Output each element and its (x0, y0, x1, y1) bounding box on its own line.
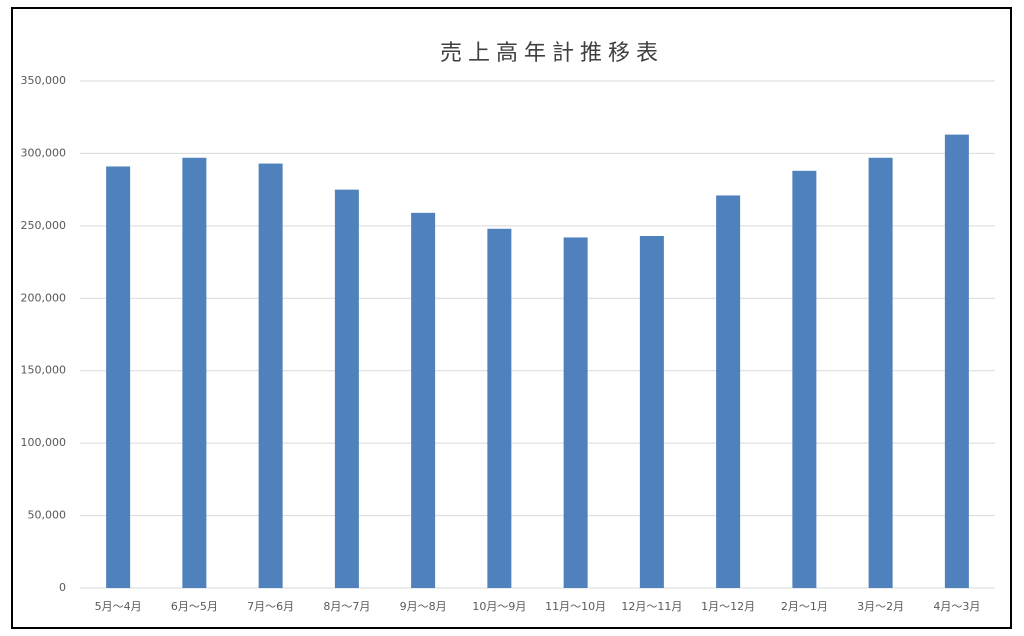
bar (487, 228, 512, 589)
x-tick-label: 2月～1月 (781, 600, 828, 613)
y-tick-label: 200,000 (21, 291, 67, 304)
y-tick-label: 50,000 (28, 509, 67, 522)
bar (944, 134, 969, 588)
x-tick-label: 7月～6月 (247, 600, 294, 613)
bar (639, 235, 664, 589)
x-tick-label: 11月～10月 (545, 600, 606, 613)
bar (106, 166, 131, 589)
bar (716, 195, 741, 589)
x-tick-label: 4月～3月 (933, 600, 980, 613)
bar (563, 237, 588, 588)
bar (258, 163, 283, 588)
bar (334, 189, 359, 588)
bar (411, 212, 436, 588)
x-tick-label: 9月～8月 (400, 600, 447, 613)
chart-title: 売上高年計推移表 (440, 41, 664, 66)
y-tick-label: 250,000 (21, 219, 67, 232)
bar (182, 157, 207, 588)
x-tick-label: 6月～5月 (171, 600, 218, 613)
y-tick-label: 150,000 (21, 364, 67, 377)
bar (868, 157, 893, 588)
x-tick-label: 5月～4月 (95, 600, 142, 613)
chart-frame (11, 7, 1012, 629)
x-tick-label: 3月～2月 (857, 600, 904, 613)
x-tick-label: 1月～12月 (701, 600, 755, 613)
x-tick-label: 10月～9月 (472, 600, 526, 613)
y-tick-label: 300,000 (21, 146, 67, 159)
y-tick-label: 350,000 (21, 74, 67, 87)
y-tick-label: 100,000 (21, 436, 67, 449)
x-tick-label: 8月～7月 (323, 600, 370, 613)
x-tick-label: 12月～11月 (621, 600, 682, 613)
bar (792, 170, 817, 588)
y-tick-label: 0 (59, 581, 66, 594)
